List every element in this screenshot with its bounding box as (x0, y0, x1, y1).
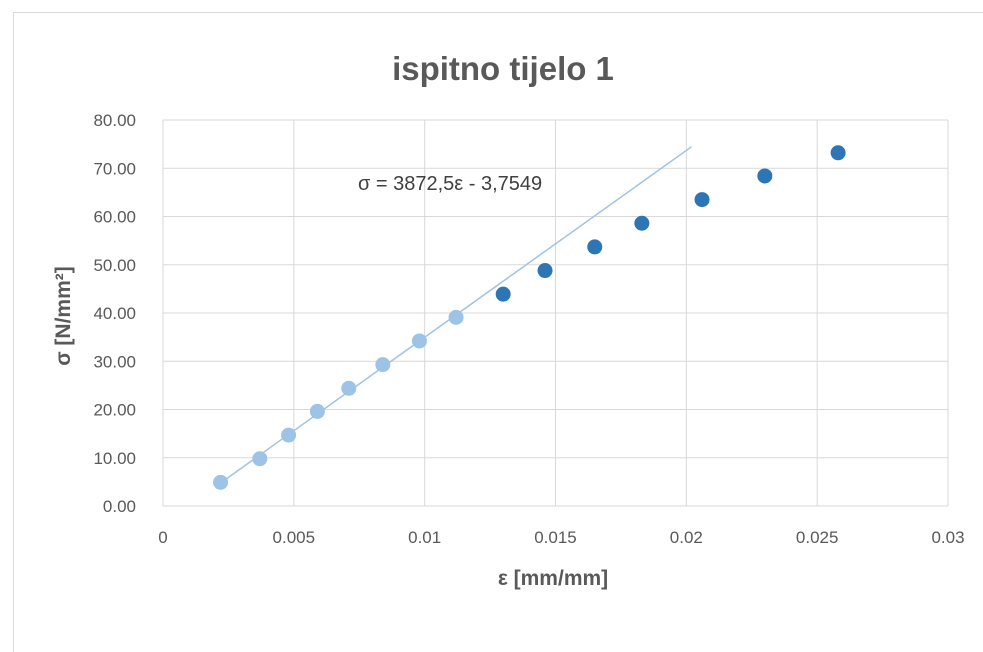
data-point (213, 474, 229, 490)
chart-area (13, 12, 983, 652)
data-point (694, 192, 710, 208)
x-tick-label: 0 (158, 528, 167, 547)
chart-title: ispitno tijelo 1 (392, 50, 614, 87)
data-point (830, 145, 846, 161)
y-tick-label: 60.00 (93, 208, 136, 227)
x-tick-label: 0.005 (273, 528, 316, 547)
trendline-equation: σ = 3872,5ε - 3,7549 (358, 173, 542, 195)
y-tick-label: 0.00 (103, 497, 136, 516)
x-tick-label: 0.02 (670, 528, 703, 547)
x-tick-label: 0.01 (408, 528, 441, 547)
x-tick-labels: 0 0.005 0.01 0.015 0.02 0.025 0.03 (158, 528, 964, 547)
x-tick-label: 0.03 (931, 528, 964, 547)
data-point (587, 239, 603, 255)
y-tick-label: 20.00 (93, 401, 136, 420)
gridlines (162, 119, 949, 507)
data-point (252, 451, 268, 467)
data-point (634, 215, 650, 231)
data-points (213, 145, 846, 490)
y-tick-labels: 0.00 10.00 20.00 30.00 40.00 50.00 60.00 70.00 8… (93, 111, 136, 516)
y-axis-label: σ [N/mm²] (52, 266, 75, 366)
data-point (341, 380, 357, 396)
data-point (281, 427, 297, 443)
stress-strain-chart: 0.00 10.00 20.00 30.00 40.00 50.00 60.00 70.00 8… (52, 50, 965, 590)
data-point (375, 357, 391, 373)
y-tick-label: 50.00 (93, 256, 136, 275)
data-point (495, 286, 511, 302)
data-point (448, 309, 464, 325)
data-point (757, 168, 773, 184)
x-tick-label: 0.025 (796, 528, 839, 547)
data-point (537, 263, 553, 279)
data-point (309, 403, 325, 419)
y-tick-label: 30.00 (93, 352, 136, 371)
data-point (411, 333, 427, 349)
x-tick-label: 0.015 (534, 528, 577, 547)
y-tick-label: 80.00 (93, 111, 136, 130)
y-tick-label: 40.00 (93, 304, 136, 323)
y-tick-label: 70.00 (93, 159, 136, 178)
x-axis-label: ε [mm/mm] (498, 567, 608, 590)
y-tick-label: 10.00 (93, 449, 136, 468)
